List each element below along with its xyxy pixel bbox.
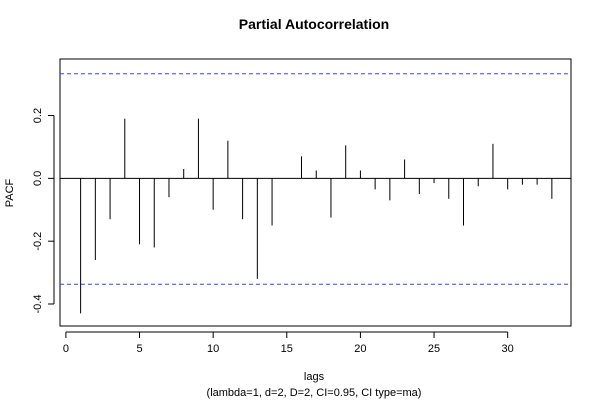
confidence-bounds: [60, 73, 571, 285]
y-tick-label-3: 0.2: [32, 108, 44, 123]
y-axis-label: PACF: [4, 178, 16, 207]
x-tick-label-15: 15: [281, 343, 293, 355]
chart-subtitle: (lambda=1, d=2, D=2, CI=0.95, CI type=ma…: [207, 387, 422, 399]
x-axis-label: lags: [304, 371, 325, 383]
chart-title: Partial Autocorrelation: [239, 16, 389, 32]
x-axis: 0 5 10 15 20 25 30: [63, 331, 514, 355]
y-axis: -0.4 -0.2 0.0 0.2: [32, 108, 55, 314]
y-tick-label-1: -0.2: [32, 232, 44, 251]
plot-frame: [59, 58, 572, 327]
x-tick-label-30: 30: [502, 343, 514, 355]
x-tick-label-10: 10: [207, 343, 219, 355]
y-tick-label-0: -0.4: [32, 295, 44, 314]
x-tick-label-20: 20: [354, 343, 366, 355]
x-tick-label-0: 0: [63, 343, 69, 355]
y-tick-label-2: 0.0: [32, 171, 44, 186]
x-tick-label-25: 25: [428, 343, 440, 355]
x-tick-label-5: 5: [136, 343, 142, 355]
pacf-bars: [80, 118, 553, 314]
